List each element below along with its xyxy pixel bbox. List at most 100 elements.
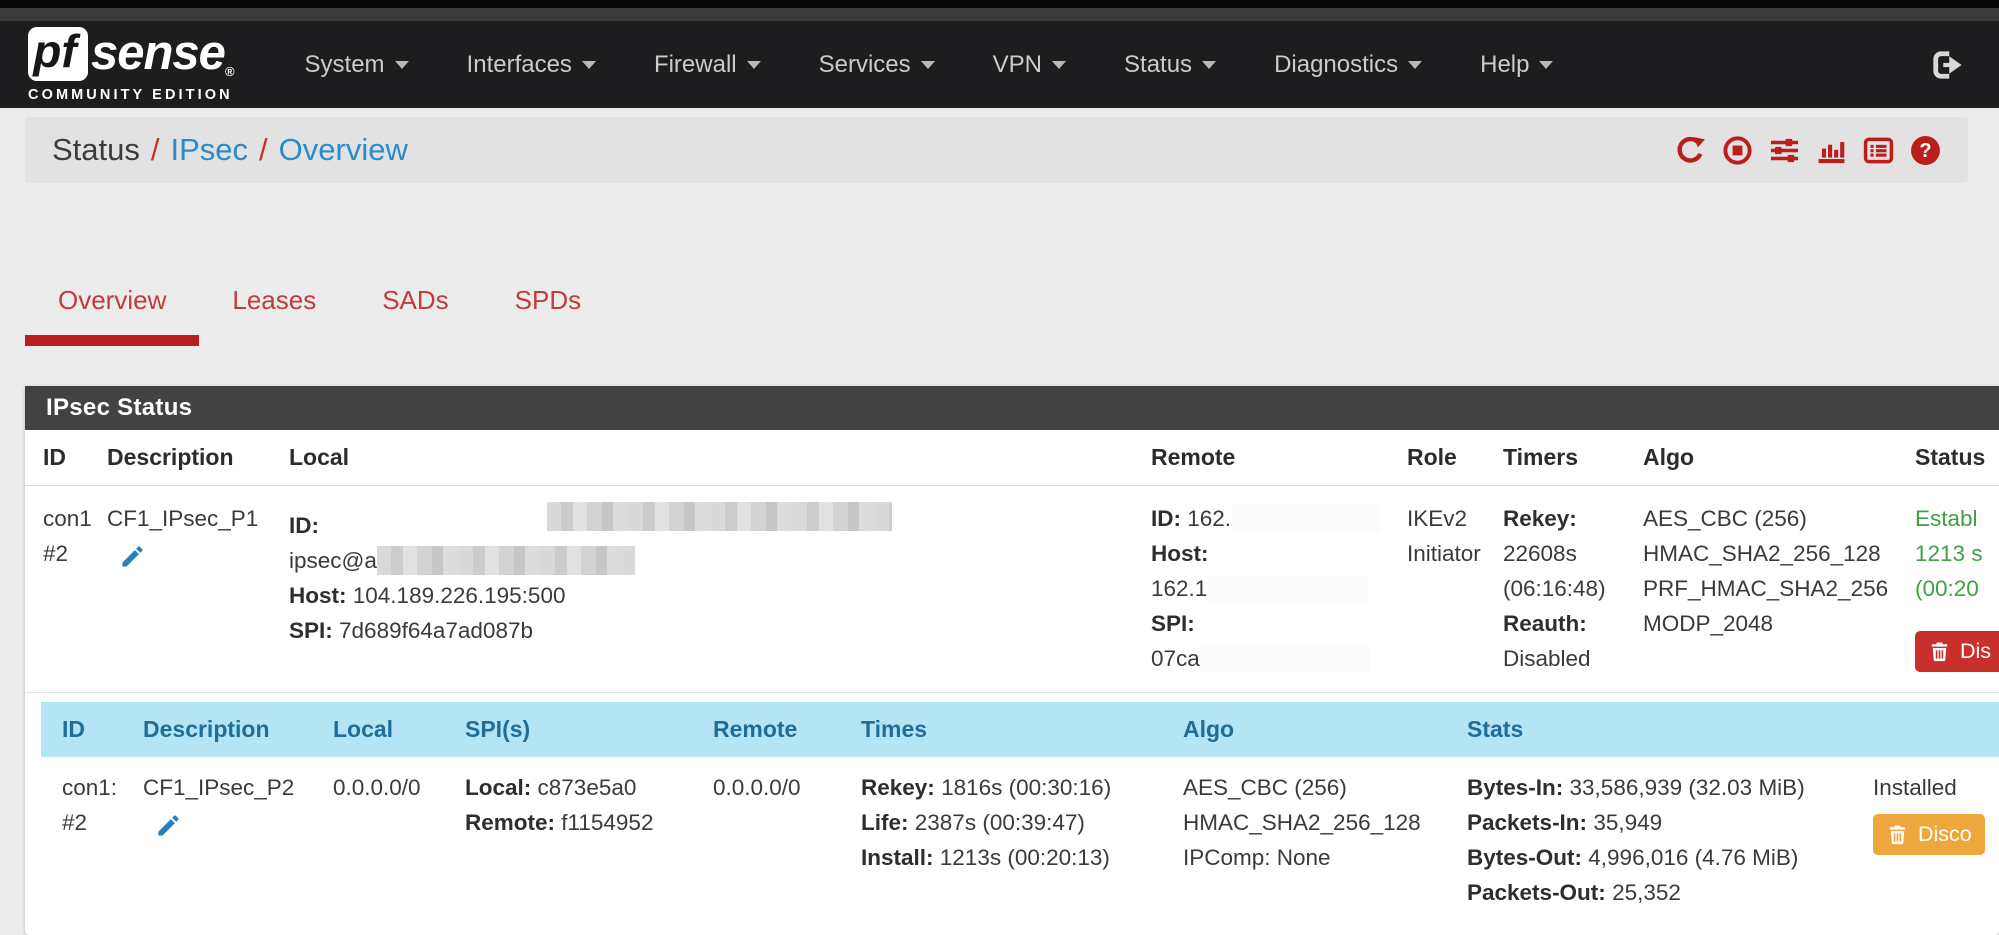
ike-id-line2: #2 [43,540,69,566]
breadcrumb-link-ipsec[interactable]: IPsec [170,132,249,167]
child-header-row: ID Description Local SPI(s) Remote Times… [41,702,1999,758]
breadcrumb: Status / IPsec / Overview [52,132,408,168]
child-cell-status: Installed Disco [1863,757,1999,925]
spi-local-line: Local: c873e5a0 [465,771,693,806]
pencil-icon[interactable] [119,543,146,581]
refresh-icon[interactable] [1675,135,1706,166]
chevron-down-icon [581,60,596,69]
local-host-label: Host: [289,582,347,608]
nav-item-label: Diagnostics [1274,50,1399,78]
nav-item-firewall[interactable]: Firewall [625,51,790,79]
child-sa-table: ID Description Local SPI(s) Remote Times… [41,702,1999,925]
nav-item-diagnostics[interactable]: Diagnostics [1245,51,1451,79]
breadcrumb-section: Status [52,132,140,167]
nav-item-services[interactable]: Services [790,51,964,79]
nav-item-status[interactable]: Status [1095,51,1245,79]
sliders-icon[interactable] [1769,135,1800,166]
sign-out-icon[interactable] [1929,47,1965,83]
stats-bytes-in-line: Bytes-In: 33,586,939 (32.03 MiB) [1467,771,1853,806]
chevron-down-icon [1052,60,1067,69]
col-header-local: Local [323,702,455,758]
role-version: IKEv2 [1407,506,1468,531]
col-header-algo: Algo [1173,702,1457,758]
timers-reauth-label: Reauth: [1503,610,1587,636]
pencil-icon[interactable] [155,812,182,850]
bar-chart-icon[interactable] [1816,135,1847,166]
times-install-value: 1213s (00:20:13) [939,845,1110,871]
ike-status-table: ID Description Local Remote Role Timers … [25,430,1999,694]
disconnect-button[interactable]: Dis [1915,630,1999,672]
algo-enc: AES_CBC (256) [1643,506,1807,531]
local-host-value: 104.189.226.195:500 [352,582,566,608]
chevron-down-icon [1539,60,1554,69]
times-rekey-line: Rekey: 1816s (00:30:16) [861,771,1163,806]
remote-host-label-line: Host: [1151,537,1387,572]
redacted-block [1199,644,1370,673]
tab-overview[interactable]: Overview [25,270,200,346]
local-spi-label: SPI: [289,617,333,643]
ike-cell-role: IKEv2 Initiator [1397,485,1493,694]
remote-spi-value-line: 07ca [1151,642,1387,677]
pfsense-logo[interactable]: pf sense® COMMUNITY EDITION [28,25,234,103]
top-strip-gray [0,8,1999,21]
local-id-line: ID: [289,502,1131,544]
algo-ipcomp: IPComp: None [1183,845,1331,871]
child-id-line2: #2 [62,810,88,836]
times-rekey-label: Rekey: [861,775,935,801]
timers-rekey-seconds: 22608s [1503,540,1577,566]
disconnect-button[interactable]: Disco [1873,814,1985,856]
breadcrumb-separator: / [150,132,160,167]
local-id-value-line: ipsec@a [289,544,1131,579]
help-icon[interactable]: ? [1910,135,1941,166]
list-icon[interactable] [1863,135,1894,166]
times-life-line: Life: 2387s (00:39:47) [861,806,1163,841]
nav-item-vpn[interactable]: VPN [964,51,1095,79]
nav-item-label: Status [1124,50,1193,78]
remote-spi-label-line: SPI: [1151,607,1387,642]
local-id-value: ipsec@a [289,547,377,573]
col-header-spis: SPI(s) [455,702,703,758]
stats-packets-out-label: Packets-Out: [1467,880,1606,905]
trash-icon [1931,642,1948,661]
disconnect-button-label: Disco [1918,822,1972,847]
times-rekey-value: 1816s (00:30:16) [941,775,1112,801]
timers-rekey-label: Rekey: [1503,506,1577,531]
local-spi-value: 7d689f64a7ad087b [339,617,533,643]
nav-item-label: System [304,50,385,78]
disconnect-button-label: Dis [1960,638,1992,663]
chevron-down-icon [920,60,935,69]
tab-leases[interactable]: Leases [232,285,317,315]
chevron-down-icon [394,60,409,69]
times-life-label: Life: [861,810,909,836]
nav-item-help[interactable]: Help [1451,51,1582,79]
top-strip-black [0,0,1999,8]
child-cell-stats: Bytes-In: 33,586,939 (32.03 MiB) Packets… [1457,757,1863,925]
col-header-timers: Timers [1493,430,1633,486]
tab-sads[interactable]: SADs [382,285,449,315]
nav-item-label: Help [1480,50,1530,78]
stats-bytes-out-label: Bytes-Out: [1467,845,1583,871]
chevron-down-icon [746,60,761,69]
ike-cell-algo: AES_CBC (256) HMAC_SHA2_256_128 PRF_HMAC… [1633,485,1905,694]
table-row: con1 #2 CF1_IPsec_P1 ID: ipsec@a Host: 1… [25,485,1999,694]
col-header-id: ID [41,702,133,758]
ipsec-status-panel: IPsec Status ID Description Local Remote… [25,386,1999,935]
stop-circle-icon[interactable] [1722,135,1753,166]
ike-header-row: ID Description Local Remote Role Timers … [25,430,1999,486]
times-install-label: Install: [861,845,934,871]
tab-bar: Overview Leases SADs SPDs [25,270,1974,346]
timers-rekey-hms: (06:16:48) [1503,575,1606,601]
algo-prf: PRF_HMAC_SHA2_256 [1643,575,1889,601]
local-spi-line: SPI: 7d689f64a7ad087b [289,614,1131,649]
breadcrumb-link-overview[interactable]: Overview [278,132,408,167]
child-cell-algo: AES_CBC (256) HMAC_SHA2_256_128 IPComp: … [1173,757,1457,925]
logo-pf-box: pf [28,25,88,81]
logo-sense-text: sense® [91,29,234,79]
tab-spds[interactable]: SPDs [514,285,582,315]
nav-item-interfaces[interactable]: Interfaces [438,51,625,79]
redacted-block [1231,505,1382,533]
nav-item-system[interactable]: System [276,51,438,79]
stats-packets-out-value: 25,352 [1612,880,1681,905]
table-clip: ID Description Local Remote Role Timers … [25,430,1999,925]
spi-remote-line: Remote: f1154952 [465,806,693,841]
